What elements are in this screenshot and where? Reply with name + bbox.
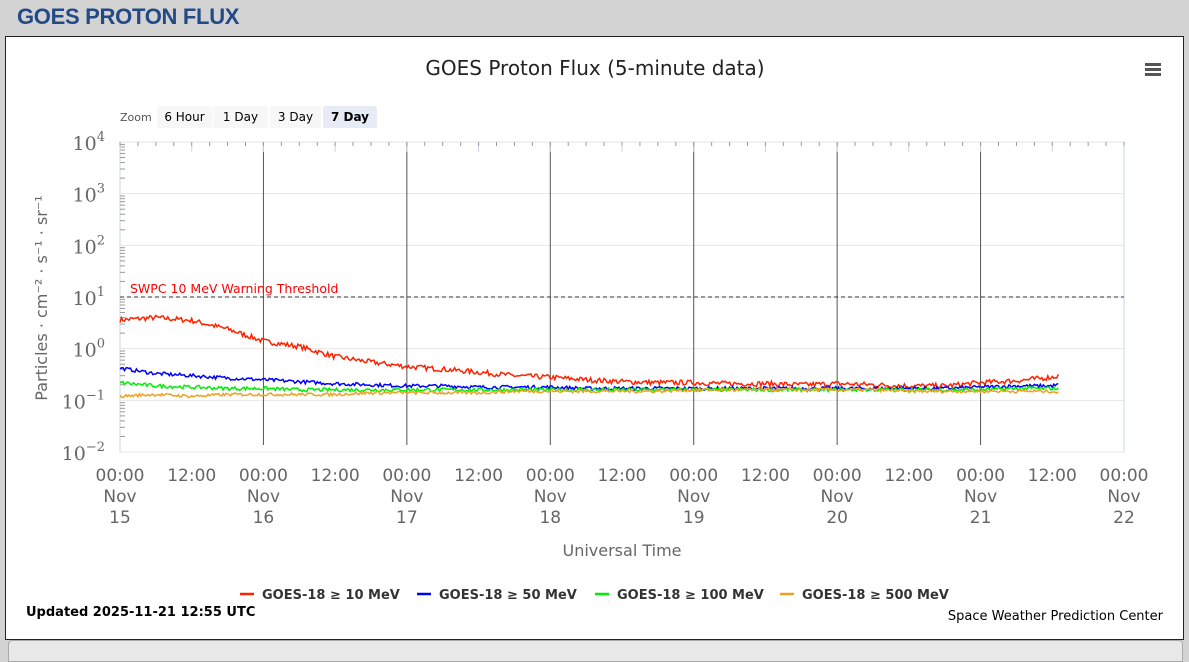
y-axis-label: Particles · cm⁻² · s⁻¹ · sr⁻¹ — [32, 195, 51, 400]
x-tick-month: Nov — [103, 487, 136, 507]
x-tick-time: 00:00 — [382, 466, 431, 486]
y-tick-label: 100 — [73, 337, 105, 362]
y-tick-label: 101 — [73, 285, 105, 310]
x-tick-month: Nov — [964, 487, 997, 507]
y-tick-label: 102 — [73, 233, 105, 258]
x-tick-time: 12:00 — [741, 466, 790, 486]
x-tick-time: 12:00 — [884, 466, 933, 486]
x-axis-label: Universal Time — [562, 541, 681, 560]
legend-label: GOES-18 ≥ 100 MeV — [617, 588, 764, 603]
credit-text: Space Weather Prediction Center — [948, 609, 1164, 624]
svg-text:1 Day: 1 Day — [223, 110, 258, 124]
y-tick-label: 104 — [73, 130, 105, 155]
x-tick-time: 00:00 — [956, 466, 1005, 486]
x-tick-time: 00:00 — [1100, 466, 1149, 486]
zoom-button-6-hour[interactable]: 6 Hour — [157, 106, 212, 128]
page-title: GOES PROTON FLUX — [17, 4, 240, 29]
legend-label: GOES-18 ≥ 500 MeV — [802, 588, 949, 603]
x-tick-time: 00:00 — [239, 466, 288, 486]
legend-item[interactable]: GOES-18 ≥ 100 MeV — [595, 588, 764, 603]
legend-item[interactable]: GOES-18 ≥ 500 MeV — [780, 588, 949, 603]
series-line-1 — [119, 366, 1059, 392]
x-tick-month: Nov — [247, 487, 280, 507]
x-tick-time: 12:00 — [598, 466, 647, 486]
x-tick-time: 00:00 — [96, 466, 145, 486]
x-tick-time: 12:00 — [1028, 466, 1077, 486]
x-tick-day: 20 — [826, 508, 848, 528]
threshold-label: SWPC 10 MeV Warning Threshold — [130, 281, 338, 296]
x-tick-day: 19 — [683, 508, 705, 528]
legend-item[interactable]: GOES-18 ≥ 10 MeV — [240, 588, 400, 603]
hamburger-menu-icon[interactable] — [1145, 63, 1161, 76]
series-line-0 — [119, 314, 1059, 390]
x-tick-day: 22 — [1113, 508, 1135, 528]
x-tick-time: 12:00 — [311, 466, 360, 486]
updated-timestamp: Updated 2025-11-21 12:55 UTC — [26, 605, 255, 620]
svg-text:7 Day: 7 Day — [331, 110, 369, 124]
zoom-button-1-day[interactable]: 1 Day — [213, 106, 268, 128]
y-tick-label: 10−2 — [62, 440, 105, 465]
legend-item[interactable]: GOES-18 ≥ 50 MeV — [417, 588, 577, 603]
svg-text:3 Day: 3 Day — [278, 110, 313, 124]
x-tick-day: 21 — [970, 508, 992, 528]
x-tick-month: Nov — [1107, 487, 1140, 507]
zoom-label: Zoom — [120, 111, 152, 124]
zoom-button-7-day[interactable]: 7 Day — [323, 106, 377, 128]
y-tick-label: 103 — [73, 182, 105, 207]
chart-title: GOES Proton Flux (5-minute data) — [425, 56, 764, 80]
legend-label: GOES-18 ≥ 50 MeV — [439, 588, 577, 603]
x-tick-day: 16 — [253, 508, 275, 528]
x-tick-time: 00:00 — [526, 466, 575, 486]
series-line-3 — [119, 386, 1059, 399]
x-tick-time: 12:00 — [454, 466, 503, 486]
x-tick-day: 18 — [539, 508, 561, 528]
zoom-button-3-day[interactable]: 3 Day — [270, 106, 321, 128]
x-tick-month: Nov — [390, 487, 423, 507]
chart-panel — [5, 36, 1184, 640]
x-tick-time: 12:00 — [167, 466, 216, 486]
x-tick-month: Nov — [534, 487, 567, 507]
svg-text:6 Hour: 6 Hour — [164, 110, 204, 124]
x-tick-time: 00:00 — [669, 466, 718, 486]
x-tick-month: Nov — [677, 487, 710, 507]
x-tick-month: Nov — [821, 487, 854, 507]
legend-label: GOES-18 ≥ 10 MeV — [262, 588, 400, 603]
x-tick-day: 17 — [396, 508, 418, 528]
x-tick-day: 15 — [109, 508, 131, 528]
x-tick-time: 00:00 — [813, 466, 862, 486]
y-tick-label: 10−1 — [62, 388, 105, 413]
